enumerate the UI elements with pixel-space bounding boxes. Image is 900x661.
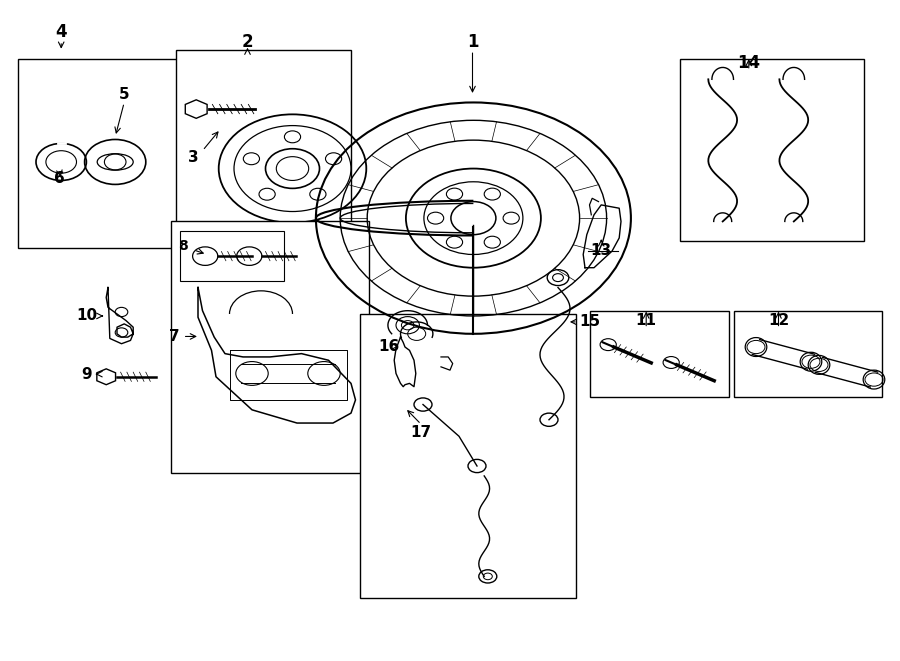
Text: 15: 15 (579, 315, 600, 329)
Text: 12: 12 (768, 313, 789, 328)
Text: 7: 7 (169, 329, 180, 344)
Bar (360, 314, 576, 598)
Bar (680, 59, 864, 241)
Text: 14: 14 (737, 54, 760, 72)
Text: 4: 4 (56, 22, 67, 41)
Text: 10: 10 (76, 309, 97, 323)
Text: 13: 13 (590, 243, 612, 258)
Polygon shape (106, 288, 133, 344)
Polygon shape (583, 205, 621, 268)
Text: 16: 16 (378, 339, 400, 354)
Text: 9: 9 (81, 367, 92, 381)
Bar (590, 311, 729, 397)
Text: 2: 2 (242, 32, 253, 51)
Polygon shape (394, 337, 416, 387)
Polygon shape (441, 357, 453, 370)
Text: 6: 6 (54, 171, 65, 186)
Text: 1: 1 (467, 32, 478, 51)
Bar (18, 59, 184, 248)
Bar (180, 231, 284, 281)
Bar (176, 50, 351, 251)
Text: 5: 5 (119, 87, 130, 102)
Text: 8: 8 (178, 239, 187, 253)
Bar (171, 221, 369, 473)
Text: 17: 17 (410, 426, 432, 440)
Polygon shape (198, 288, 356, 423)
Text: 11: 11 (635, 313, 657, 328)
Text: 3: 3 (188, 150, 199, 165)
Bar (734, 311, 882, 397)
